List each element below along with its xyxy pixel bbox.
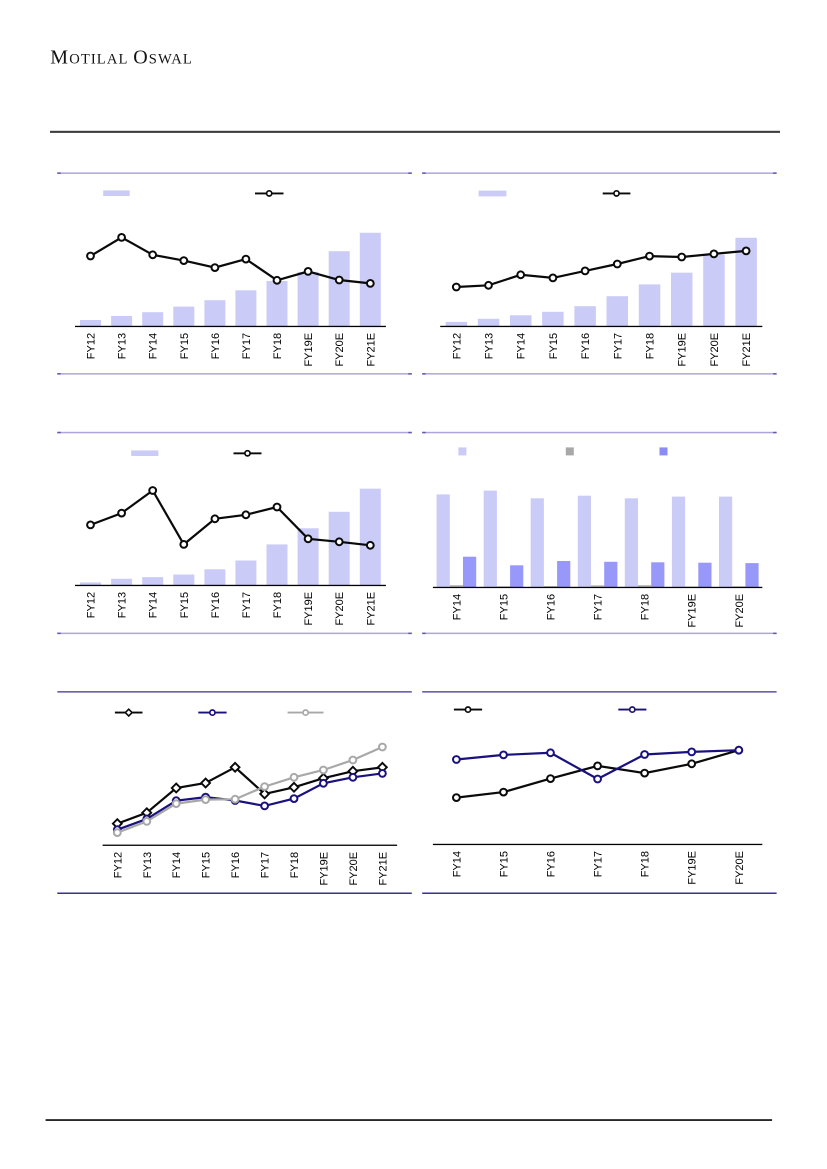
svg-text:FY13: FY13: [117, 333, 129, 359]
svg-text:FY20E: FY20E: [734, 851, 746, 885]
svg-text:FY15: FY15: [201, 852, 213, 878]
svg-text:FY16: FY16: [210, 592, 222, 618]
svg-text:FY20E: FY20E: [334, 333, 346, 367]
svg-text:FY18: FY18: [272, 592, 284, 618]
svg-text:FY19E: FY19E: [687, 851, 699, 885]
svg-text:FY20E: FY20E: [709, 333, 721, 367]
svg-text:FY16: FY16: [210, 333, 222, 359]
svg-text:FY14: FY14: [451, 851, 463, 877]
svg-text:FY17: FY17: [241, 333, 253, 359]
svg-text:FY15: FY15: [499, 594, 511, 620]
svg-text:FY13: FY13: [142, 852, 154, 878]
svg-text:FY17: FY17: [593, 851, 605, 877]
svg-text:FY17: FY17: [241, 592, 253, 618]
svg-text:FY19E: FY19E: [303, 333, 315, 367]
svg-text:FY14: FY14: [451, 594, 463, 620]
svg-text:FY18: FY18: [640, 594, 652, 620]
svg-text:FY19E: FY19E: [303, 592, 315, 626]
svg-text:FY18: FY18: [640, 851, 652, 877]
svg-text:FY14: FY14: [516, 333, 528, 359]
svg-text:MOTILAL OSWAL: MOTILAL OSWAL: [50, 47, 193, 69]
svg-text:FY12: FY12: [112, 852, 124, 878]
svg-text:FY14: FY14: [171, 852, 183, 878]
svg-text:FY16: FY16: [546, 851, 558, 877]
svg-text:FY15: FY15: [548, 333, 560, 359]
svg-text:FY20E: FY20E: [334, 592, 346, 626]
svg-text:FY18: FY18: [289, 852, 301, 878]
svg-text:FY19E: FY19E: [677, 333, 689, 367]
svg-text:FY16: FY16: [546, 594, 558, 620]
svg-text:FY14: FY14: [148, 592, 160, 618]
svg-text:FY18: FY18: [645, 333, 657, 359]
svg-text:FY16: FY16: [230, 852, 242, 878]
svg-text:FY19E: FY19E: [687, 594, 699, 628]
svg-text:FY17: FY17: [612, 333, 624, 359]
svg-text:FY12: FY12: [451, 333, 463, 359]
svg-text:FY15: FY15: [179, 592, 191, 618]
svg-text:FY12: FY12: [86, 333, 98, 359]
svg-text:FY13: FY13: [117, 592, 129, 618]
svg-text:FY21E: FY21E: [365, 333, 377, 367]
svg-text:FY20E: FY20E: [348, 852, 360, 886]
svg-text:FY16: FY16: [580, 333, 592, 359]
svg-text:FY21E: FY21E: [365, 592, 377, 626]
svg-text:FY17: FY17: [260, 852, 272, 878]
svg-text:FY21E: FY21E: [377, 852, 389, 886]
svg-text:FY20E: FY20E: [734, 594, 746, 628]
svg-text:FY19E: FY19E: [318, 852, 330, 886]
svg-text:FY18: FY18: [272, 333, 284, 359]
svg-text:FY12: FY12: [86, 592, 98, 618]
svg-text:FY15: FY15: [499, 851, 511, 877]
svg-text:FY13: FY13: [484, 333, 496, 359]
svg-text:FY15: FY15: [179, 333, 191, 359]
svg-text:FY17: FY17: [593, 594, 605, 620]
svg-text:FY21E: FY21E: [741, 333, 753, 367]
svg-text:FY14: FY14: [148, 333, 160, 359]
